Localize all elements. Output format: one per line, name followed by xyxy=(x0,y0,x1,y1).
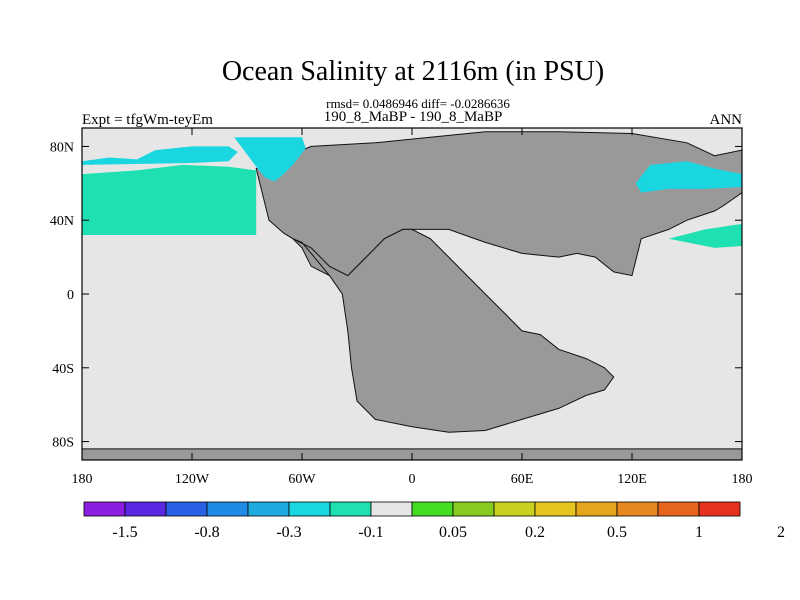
colorbar-swatch xyxy=(411,501,454,517)
colorbar-label: 2 xyxy=(777,524,785,541)
colorbar-swatch xyxy=(206,501,249,517)
map-title: Ocean Salinity at 2116m (in PSU) xyxy=(222,56,604,87)
y-tick-label: 40S xyxy=(52,362,74,377)
x-tick-label: 120W xyxy=(175,472,210,487)
x-tick-label: 180 xyxy=(732,472,753,487)
colorbar-swatch xyxy=(83,501,126,517)
y-tick-label: 80N xyxy=(50,140,74,155)
y-tick-label: 0 xyxy=(67,288,74,303)
colorbar-swatch xyxy=(370,501,413,517)
region-arctic-cyan xyxy=(234,137,306,182)
colorbar: -1.5 -0.8 -0.3 -0.1 0.05 0.2 0.5 1 2 xyxy=(83,501,785,541)
colorbar-swatch xyxy=(698,501,741,517)
colorbar-swatch xyxy=(534,501,577,517)
x-tick-label: 60E xyxy=(511,472,534,487)
x-tick-label: 0 xyxy=(409,472,416,487)
colorbar-label: -0.3 xyxy=(276,524,301,541)
x-tick-label: 60W xyxy=(288,472,316,487)
colorbar-swatch xyxy=(657,501,700,517)
region-pangaea-south xyxy=(292,228,615,433)
region-pangaea-north xyxy=(255,131,742,277)
region-east-teal xyxy=(668,223,742,248)
stats-text: rmsd= 0.0486946 diff= -0.0286636 xyxy=(326,96,510,111)
colorbar-label: -1.5 xyxy=(112,524,137,541)
season-label: ANN xyxy=(710,112,743,128)
experiment-label: Expt = tfgWm-teyEm xyxy=(82,112,213,128)
colorbar-label: 1 xyxy=(695,524,703,541)
colorbar-swatch xyxy=(329,501,372,517)
colorbar-swatch xyxy=(247,501,290,517)
region-north-pacific-teal xyxy=(82,164,257,235)
colorbar-swatch xyxy=(493,501,536,517)
colorbar-swatch xyxy=(288,501,331,517)
period-label: 190_8_MaBP - 190_8_MaBP xyxy=(324,109,503,125)
colorbar-label: 0.05 xyxy=(439,524,467,541)
colorbar-label: 0.5 xyxy=(607,524,627,541)
colorbar-label: -0.1 xyxy=(358,524,383,541)
region-pacific-subpolar-cyan xyxy=(82,146,238,165)
colorbar-swatch xyxy=(165,501,208,517)
colorbar-swatch xyxy=(575,501,618,517)
x-tick-label: 120E xyxy=(617,472,647,487)
x-tick-label: 180 xyxy=(72,472,93,487)
colorbar-swatch xyxy=(616,501,659,517)
colorbar-label: -0.8 xyxy=(194,524,219,541)
colorbar-label: 0.2 xyxy=(525,524,545,541)
y-tick-label: 80S xyxy=(52,436,74,451)
map-panel: 180 120W 60W 0 60E 120E 180 80N 40N 0 40S 80S xyxy=(50,127,753,487)
region-east-cyan xyxy=(635,161,742,193)
y-tick-label: 40N xyxy=(50,214,74,229)
colorbar-swatch xyxy=(124,501,167,517)
colorbar-swatch xyxy=(452,501,495,517)
